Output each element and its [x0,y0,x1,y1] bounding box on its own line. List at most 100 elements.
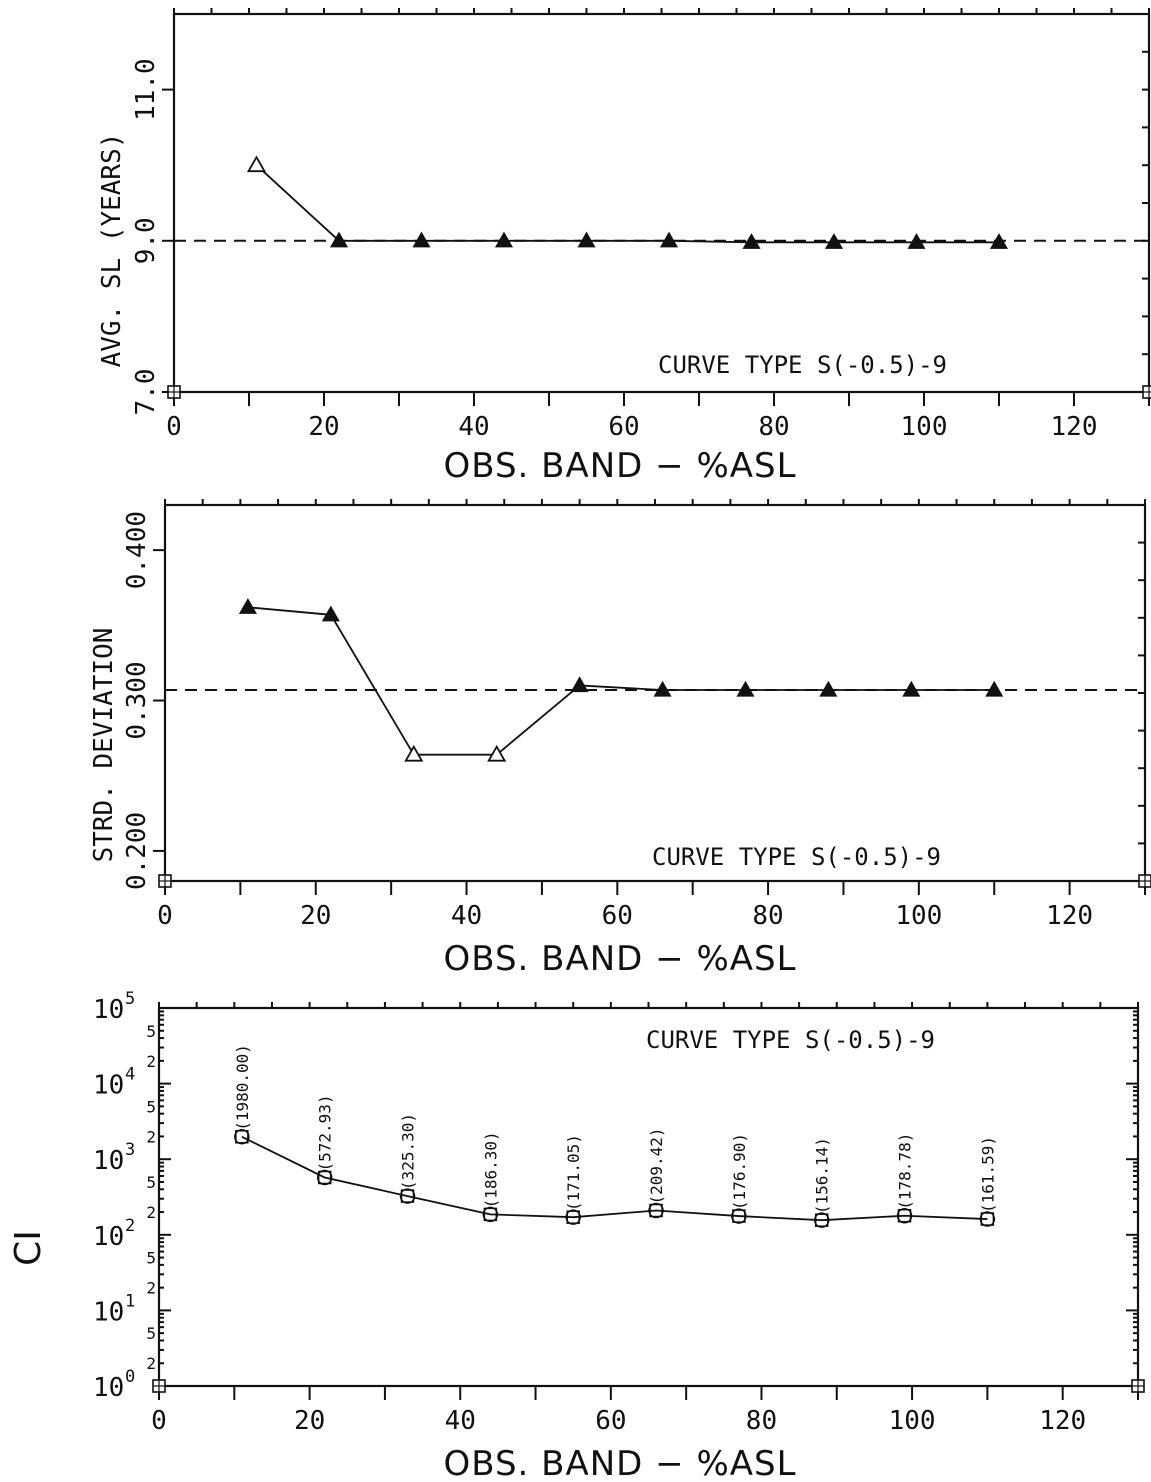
x-tick-label: 20 [308,412,339,442]
y-tick-exponent: 3 [125,1140,135,1160]
y-tick-label: 9.0 [131,217,161,264]
series-line [247,606,995,756]
data-label: (1980.00) [233,1044,252,1131]
x-axis-label: OBS. BAND − %ASL [443,939,796,979]
curve-type-annotation: CURVE TYPE S(-0.5)-9 [652,843,941,871]
data-point [742,233,761,249]
series-line [255,164,999,244]
data-point [412,231,431,248]
data-point [246,155,267,173]
data-point [404,744,424,762]
x-tick-label: 120 [1046,901,1093,931]
y-minor-label: 5 [146,1324,156,1343]
x-tick-label: 60 [608,412,639,442]
plot-frame [172,12,1151,394]
data-label: (209.42) [647,1127,666,1204]
y-axis-label: STRD. DEVIATION [89,628,119,863]
data-label: (186.30) [481,1131,500,1208]
y-tick-label: 10 [93,1071,124,1101]
y-tick-label: 10 [93,1373,124,1403]
data-label: (171.05) [564,1134,583,1211]
data-point-ring [896,1207,913,1224]
x-tick-label: 40 [451,901,482,931]
y-tick-exponent: 4 [125,1065,135,1085]
x-tick-label: 100 [901,412,948,442]
series-markers: 0 20 40 60 80 100 120 0.200 0.300 0.400 [122,499,1151,931]
x-tick-label: 60 [602,901,633,931]
x-tick-label: 20 [300,901,331,931]
y-tick-label: 10 [93,1146,124,1176]
y-tick-exponent: 1 [125,1291,135,1311]
data-point-ring [813,1212,830,1228]
data-point [736,680,755,697]
data-point [653,680,672,697]
y-minor-label: 2 [146,1052,156,1071]
y-tick-label: 10 [93,1222,124,1252]
y-tick-label: 0.200 [122,812,152,890]
data-point [819,680,838,697]
x-tick-label: 20 [294,1406,325,1436]
data-point [824,233,844,249]
x-axis-label: OBS. BAND − %ASL [443,1444,796,1482]
y-minor-label: 5 [146,1097,156,1116]
data-point-ring [979,1211,996,1227]
y-tick-label: 10 [93,1297,124,1327]
data-label: (176.90) [730,1133,749,1210]
data-point-ring [399,1188,416,1204]
y-minor-label: 2 [146,1279,156,1298]
x-tick-label: 0 [151,1406,167,1436]
data-point [659,231,679,248]
x-tick-label: 80 [752,901,783,931]
data-point [980,1212,995,1226]
y-minor-label: 5 [146,1022,156,1041]
data-label: (156.14) [813,1137,832,1214]
y-axis-label: CI [8,1230,49,1266]
x-tick-label: 0 [166,412,182,442]
y-axis-label: AVG. SL (YEARS) [97,133,127,368]
data-point [649,1203,663,1218]
data-point [897,1208,912,1223]
x-axis-label: OBS. BAND − %ASL [443,446,796,486]
x-tick-label: 40 [445,1406,476,1436]
data-point [577,231,596,248]
data-point [400,1189,415,1203]
data-point [985,680,1004,697]
data-point-ring [648,1202,664,1219]
x-tick-label: 0 [157,901,173,931]
x-tick-label: 100 [895,901,942,931]
data-label: (178.78) [896,1133,915,1210]
data-point-ring [482,1206,499,1223]
panel-avg-sl: 0 20 40 60 80 100 120 7.0 9.0 11.0 AVG. SL (YEARS… [97,8,1151,486]
data-point [329,231,349,248]
data-label: (572.93) [316,1094,335,1171]
x-tick-label: 80 [746,1406,777,1436]
x-tick-label: 60 [595,1406,626,1436]
y-tick-label: 0.300 [122,661,152,739]
y-minor-label: 2 [146,1203,156,1222]
data-point [814,1213,829,1227]
series-markers: 0 20 40 60 80 100 120 7.0 9.0 11.0 [131,8,1151,442]
data-point [566,1210,580,1224]
y-tick-label: 0.400 [122,511,152,589]
data-point [317,1170,332,1185]
data-point-ring [316,1169,333,1186]
y-minor-label: 2 [146,1354,156,1373]
x-tick-label: 100 [889,1406,936,1436]
data-point [907,233,926,249]
x-tick-label: 40 [458,412,489,442]
data-point [483,1207,498,1222]
data-label: (161.59) [978,1136,997,1213]
data-point [487,744,507,762]
y-tick-exponent: 2 [125,1216,135,1236]
data-point [902,680,921,697]
data-point [494,231,514,248]
curve-type-annotation: CURVE TYPE S(-0.5)-9 [646,1026,935,1054]
data-point [570,676,589,693]
data-point [235,1130,249,1144]
y-tick-label: 11.0 [131,58,161,121]
series-line [241,1135,988,1222]
y-minor-label: 5 [146,1249,156,1268]
panel-std-deviation: 0 20 40 60 80 100 120 0.200 0.300 0.400 STRD. DEV… [89,499,1151,979]
